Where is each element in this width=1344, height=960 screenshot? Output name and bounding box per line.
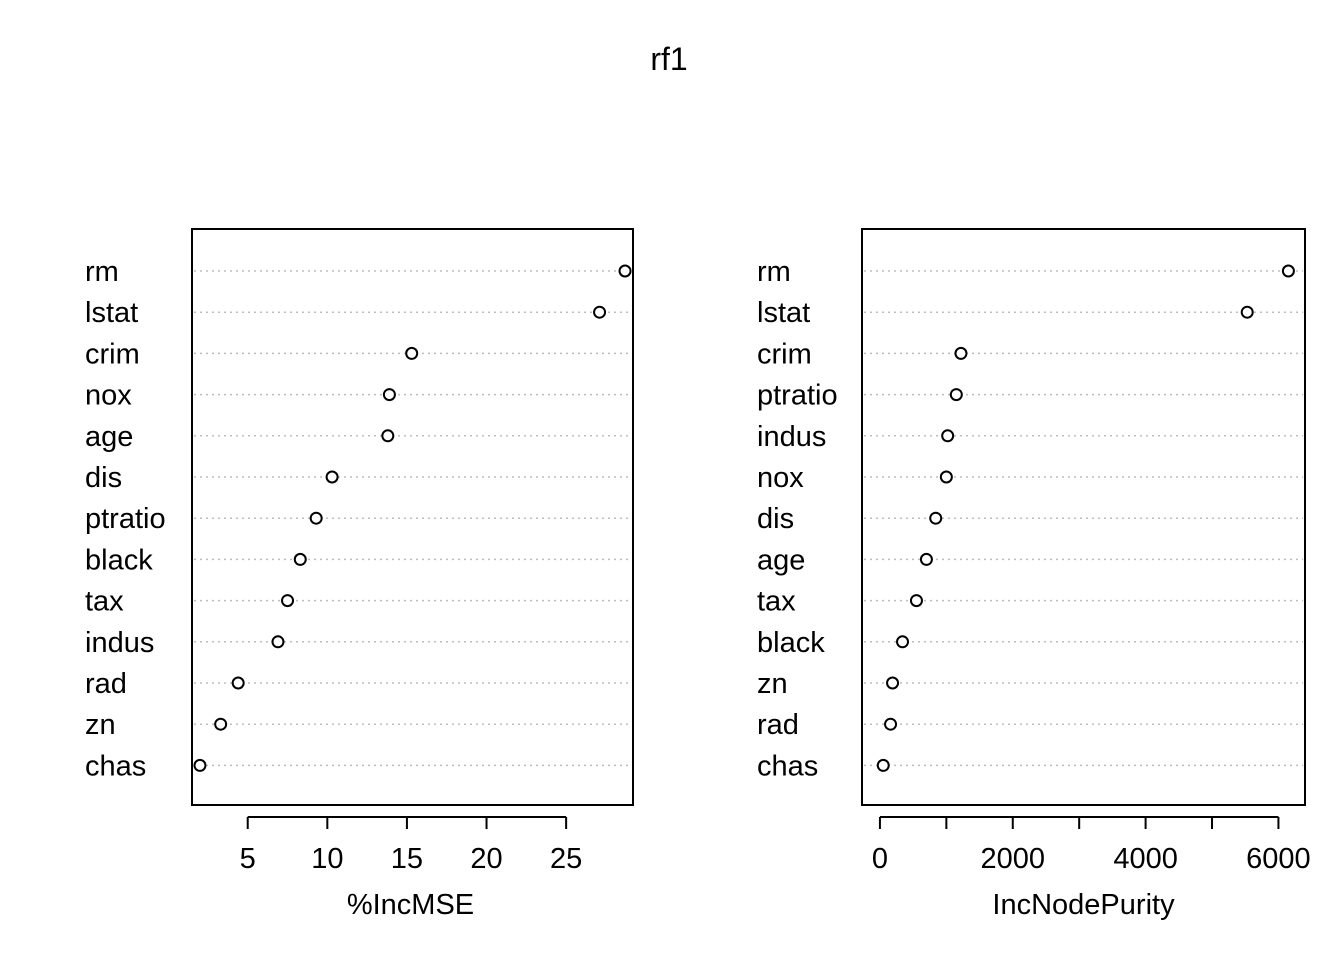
panel-incmse: rm lstat crim nox age dis ptratio black tax indus… — [85, 228, 634, 921]
point-crim — [405, 346, 419, 360]
variable-label-tax: tax — [85, 586, 124, 618]
x-axis-label: IncNodePurity — [992, 889, 1175, 921]
variable-label-indus: indus — [757, 421, 826, 453]
point-indus — [271, 635, 285, 649]
plot-frame — [191, 228, 634, 806]
point-age — [919, 552, 933, 566]
variable-label-rm: rm — [757, 256, 791, 288]
point-zn — [214, 717, 228, 731]
point-lstat — [593, 305, 607, 319]
variable-label-lstat: lstat — [757, 297, 810, 329]
variable-label-rad: rad — [757, 709, 799, 741]
point-chas — [876, 758, 890, 772]
point-rm — [618, 264, 632, 278]
point-rm — [1281, 264, 1295, 278]
point-rad — [231, 676, 245, 690]
variable-label-age: age — [85, 421, 133, 453]
variable-label-dis: dis — [757, 503, 794, 535]
point-black — [293, 552, 307, 566]
variable-label-indus: indus — [85, 627, 154, 659]
point-ptratio — [309, 511, 323, 525]
point-ptratio — [949, 388, 963, 402]
variable-label-nox: nox — [757, 462, 804, 494]
point-tax — [281, 594, 295, 608]
point-indus — [941, 429, 955, 443]
point-black — [896, 635, 910, 649]
chart-title: rf1 — [650, 41, 687, 77]
point-nox — [382, 388, 396, 402]
x-tick-label: 6000 — [1246, 843, 1311, 875]
plot-frame — [861, 228, 1306, 806]
point-crim — [954, 346, 968, 360]
variable-label-dis: dis — [85, 462, 122, 494]
point-lstat — [1240, 305, 1254, 319]
point-nox — [939, 470, 953, 484]
x-tick-label: 0 — [872, 843, 888, 875]
variable-label-lstat: lstat — [85, 297, 138, 329]
variable-label-rm: rm — [85, 256, 119, 288]
panel-incnodepurity: rm lstat crim ptratio indus nox dis age tax black… — [757, 228, 1311, 921]
variable-label-crim: crim — [85, 338, 140, 370]
variable-label-crim: crim — [757, 338, 812, 370]
point-tax — [909, 594, 923, 608]
x-tick-label: 15 — [391, 843, 423, 875]
x-axis-label: %IncMSE — [347, 889, 474, 921]
variable-label-ptratio: ptratio — [85, 503, 166, 535]
variable-label-age: age — [757, 544, 805, 576]
x-tick-label: 2000 — [981, 843, 1046, 875]
variable-label-tax: tax — [757, 586, 796, 618]
point-chas — [193, 758, 207, 772]
x-tick-label: 20 — [470, 843, 502, 875]
x-tick-label: 4000 — [1113, 843, 1178, 875]
variable-label-chas: chas — [85, 750, 146, 782]
point-age — [381, 429, 395, 443]
variable-label-zn: zn — [757, 668, 788, 700]
point-dis — [325, 470, 339, 484]
variable-label-ptratio: ptratio — [757, 380, 838, 412]
variable-label-black: black — [85, 544, 153, 576]
variable-label-chas: chas — [757, 750, 818, 782]
x-tick-label: 5 — [240, 843, 256, 875]
point-zn — [886, 676, 900, 690]
variable-label-nox: nox — [85, 380, 132, 412]
point-dis — [929, 511, 943, 525]
variable-label-black: black — [757, 627, 825, 659]
x-tick-label: 25 — [550, 843, 582, 875]
variable-label-rad: rad — [85, 668, 127, 700]
variable-label-zn: zn — [85, 709, 116, 741]
x-tick-label: 10 — [311, 843, 343, 875]
point-rad — [884, 717, 898, 731]
